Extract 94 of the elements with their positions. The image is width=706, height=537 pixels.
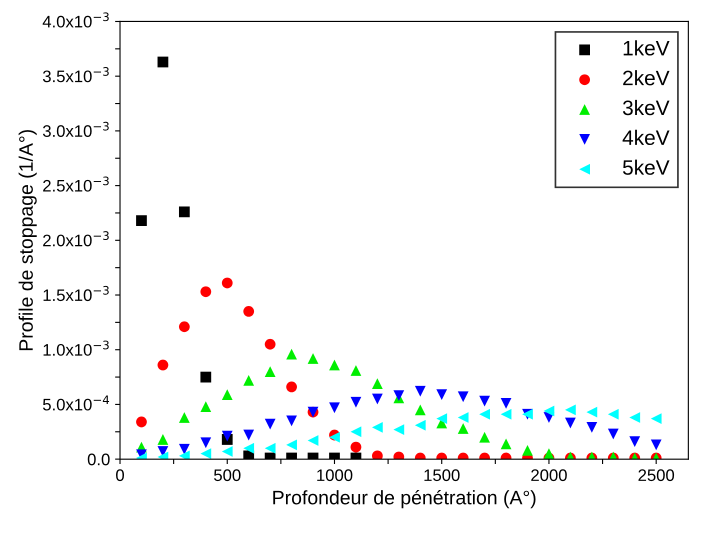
point <box>243 442 254 454</box>
point <box>608 428 619 440</box>
legend-label: 4keV <box>622 130 670 146</box>
point <box>243 374 254 386</box>
point <box>372 378 383 390</box>
point <box>158 434 168 445</box>
legend-label: 5keV <box>622 160 670 175</box>
point <box>200 401 212 412</box>
y-tick-label: 1.5x10$^{−3}$ <box>44 286 109 302</box>
point <box>544 448 554 460</box>
point <box>544 406 554 416</box>
point <box>414 404 426 416</box>
point <box>222 430 233 442</box>
point <box>178 321 190 332</box>
y-axis-title: Profile de stoppage (1/A°) <box>18 130 37 350</box>
point <box>243 306 254 317</box>
point <box>158 360 168 370</box>
point <box>264 338 276 350</box>
point <box>393 424 404 435</box>
point <box>178 444 190 455</box>
point <box>200 286 212 298</box>
point <box>650 413 662 424</box>
point <box>200 448 212 460</box>
point <box>264 418 276 430</box>
point <box>286 382 297 392</box>
point <box>222 278 233 288</box>
point <box>458 391 469 402</box>
point <box>436 413 448 424</box>
point <box>308 435 318 446</box>
point <box>586 422 598 433</box>
point <box>136 416 147 428</box>
point <box>414 420 426 431</box>
point <box>286 415 297 426</box>
point <box>264 442 276 454</box>
point <box>500 398 512 409</box>
point <box>458 423 469 434</box>
x-tick-label: 1000 <box>317 469 352 482</box>
point <box>522 445 533 456</box>
point <box>264 366 276 377</box>
point <box>350 442 362 452</box>
point <box>565 404 576 416</box>
point <box>629 412 640 423</box>
point <box>243 430 254 440</box>
y-tick-label: 0.0 <box>88 454 110 466</box>
point <box>136 215 147 226</box>
point <box>286 348 297 360</box>
y-tick-label: 5.0x10$^{−4}$ <box>42 395 110 411</box>
point <box>178 206 190 218</box>
point <box>329 432 340 443</box>
x-tick-label: 1500 <box>424 469 460 482</box>
y-tick-label: 2.5x10$^{−3}$ <box>43 176 109 192</box>
point <box>372 394 383 404</box>
legend-label: 1keV <box>624 40 670 56</box>
point <box>479 408 490 420</box>
point <box>479 432 490 443</box>
y-tick-label: 2.0x10$^{−3}$ <box>43 231 109 246</box>
point <box>414 386 426 397</box>
point <box>286 440 297 450</box>
point <box>372 450 383 460</box>
point <box>650 440 662 450</box>
y-tick-label: 1.0x10$^{−3}$ <box>44 340 109 356</box>
point <box>608 408 619 420</box>
point <box>350 365 362 376</box>
point <box>178 412 190 423</box>
x-axis-title: Profondeur de pénétration (A°) <box>273 490 536 508</box>
point <box>436 389 448 400</box>
point <box>200 372 212 382</box>
y-tick-label: 3.5x10$^{−3}$ <box>42 67 109 82</box>
y-tick-label: 4.0x10$^{−3}$ <box>42 12 109 28</box>
legend-label: 2keV <box>623 70 670 86</box>
point <box>158 56 168 68</box>
point <box>222 389 233 400</box>
point <box>329 360 340 370</box>
point <box>479 396 490 407</box>
point <box>178 450 190 460</box>
x-tick-label: 2500 <box>638 469 674 482</box>
point <box>200 437 212 448</box>
point <box>372 422 383 433</box>
point <box>329 402 340 414</box>
point <box>586 406 598 418</box>
point <box>350 426 362 438</box>
x-tick-label: 0 <box>116 469 124 482</box>
x-tick-label: 500 <box>214 469 241 482</box>
point <box>629 436 640 448</box>
point <box>350 396 362 408</box>
point <box>308 353 318 364</box>
x-tick-label: 2000 <box>531 469 567 482</box>
point <box>500 408 512 420</box>
point <box>500 438 512 450</box>
point <box>458 412 469 423</box>
legend-label: 3keV <box>622 100 670 116</box>
point <box>222 446 233 457</box>
y-tick-label: 3.0x10$^{−3}$ <box>42 122 109 137</box>
point <box>565 418 576 428</box>
